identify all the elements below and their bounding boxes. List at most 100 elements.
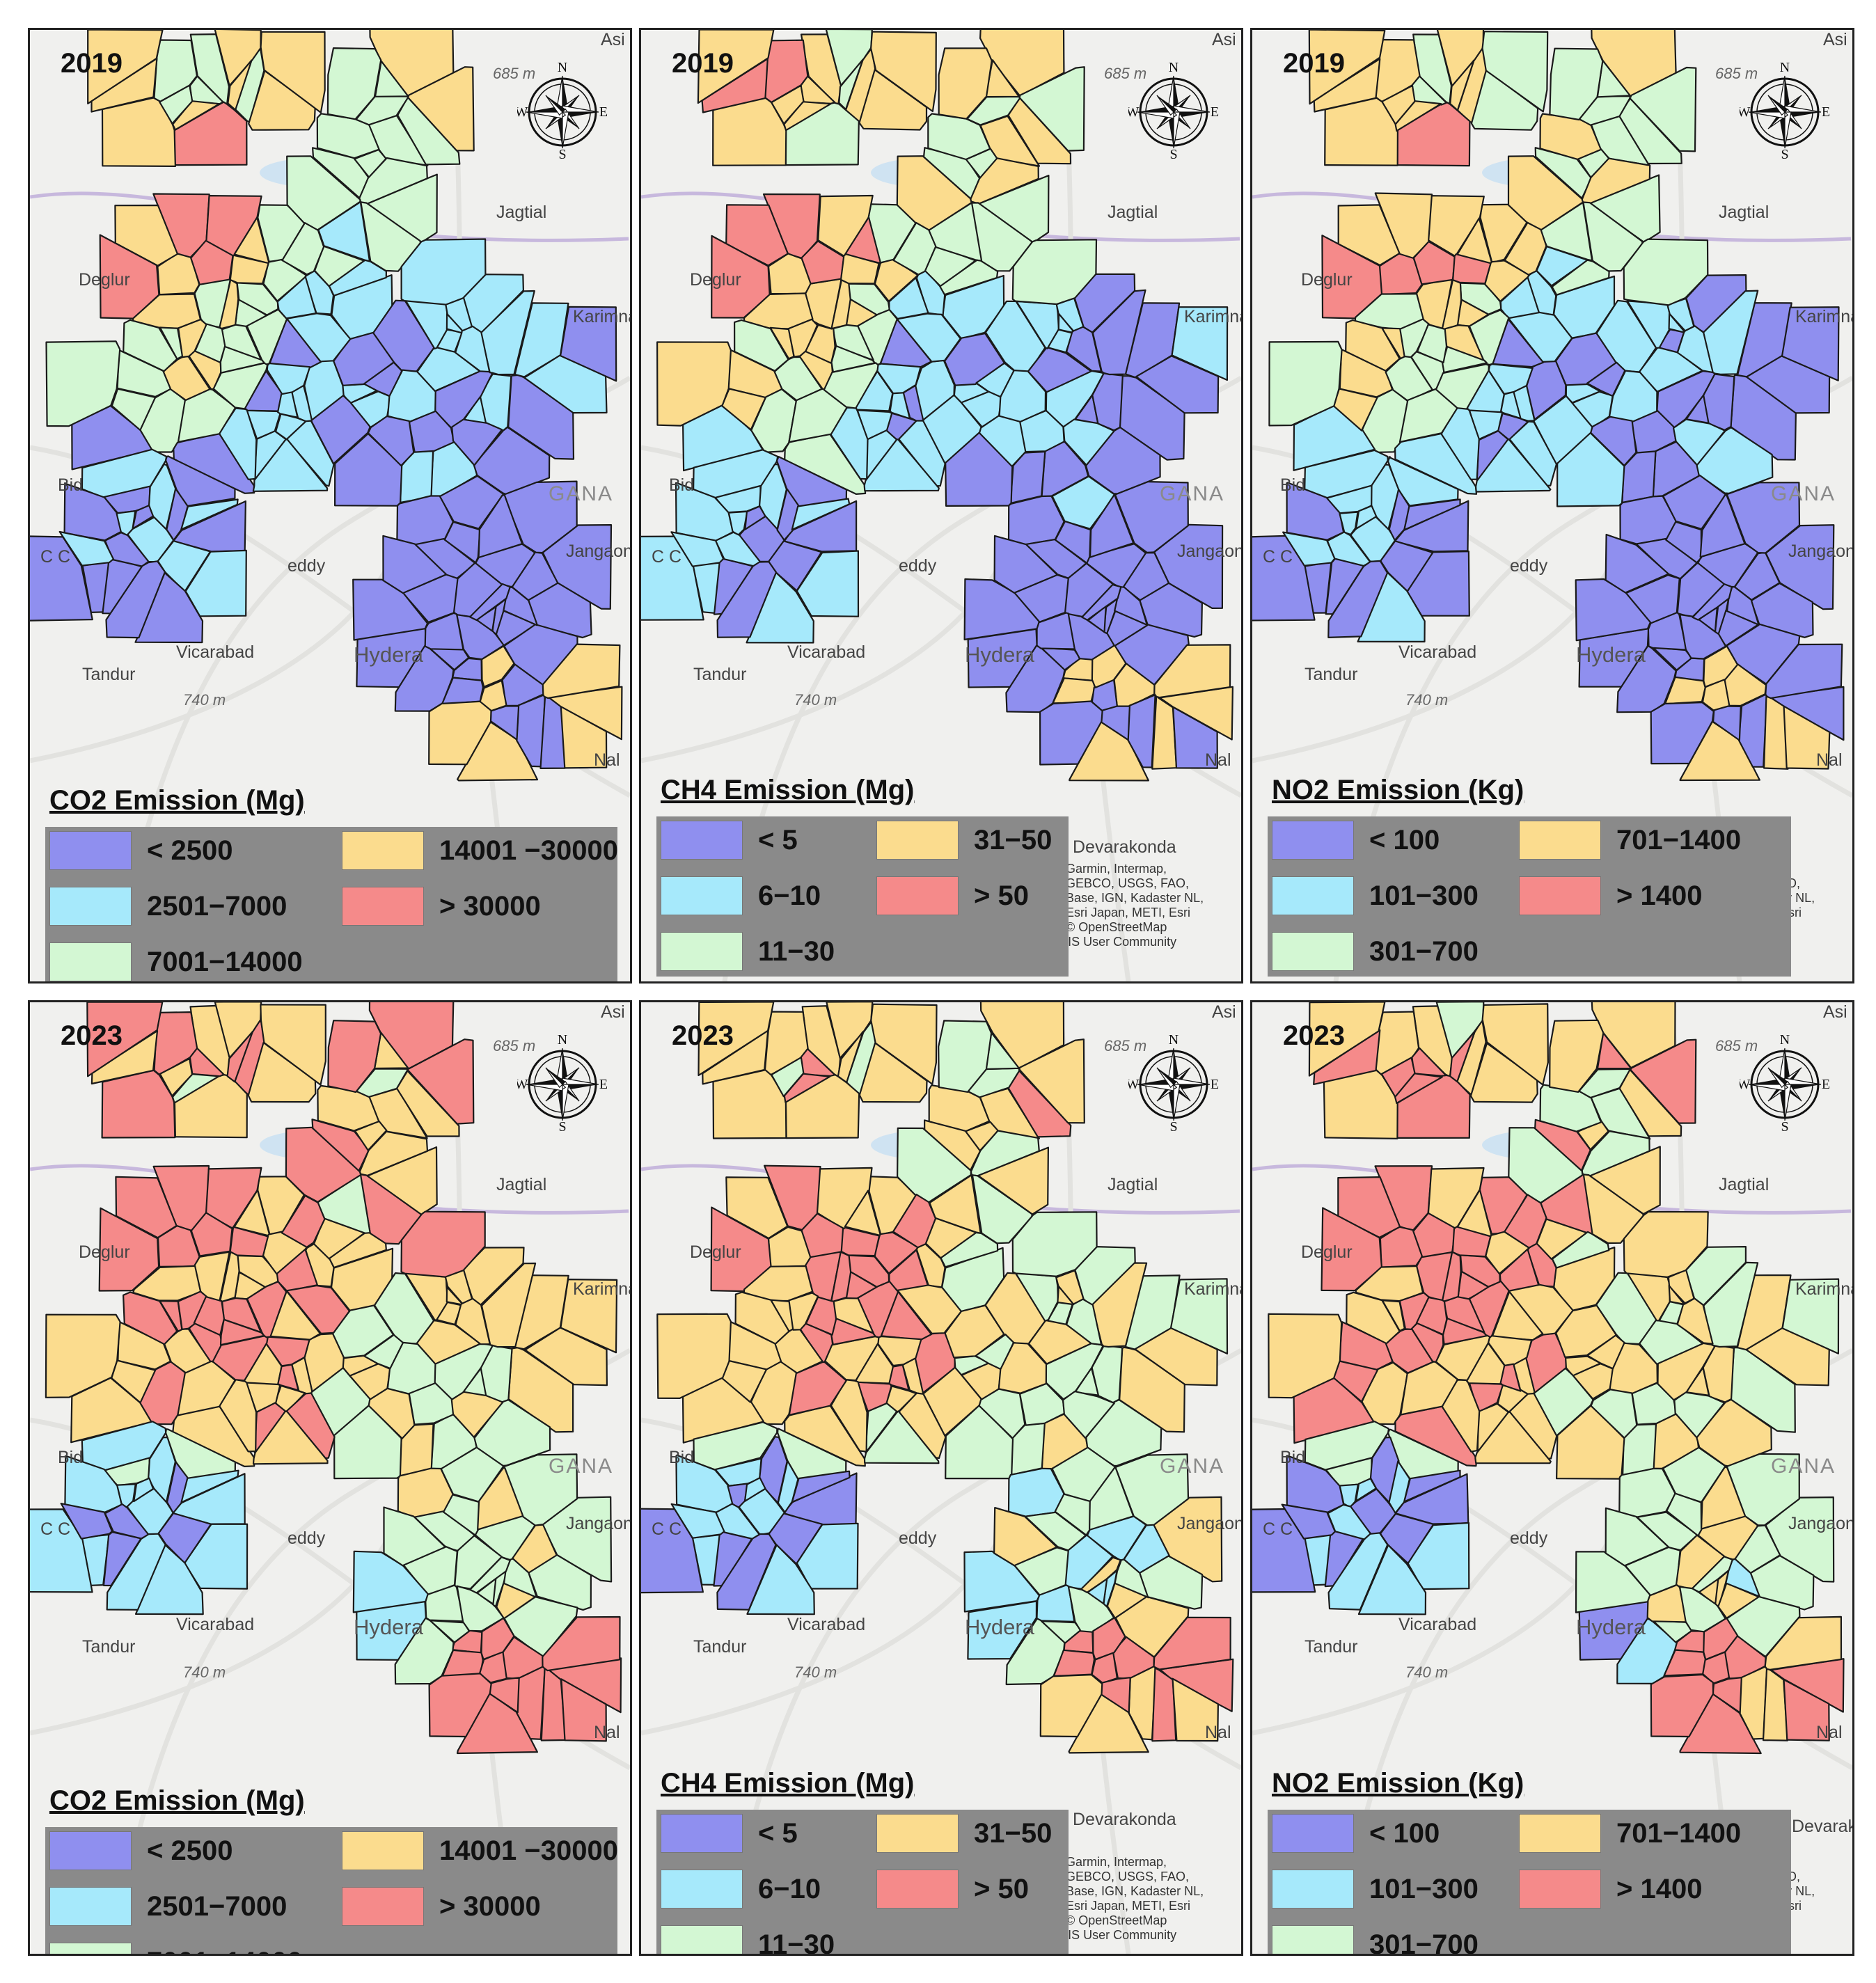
legend-class-label: > 30000 xyxy=(439,1891,541,1922)
legend-class-label: > 1400 xyxy=(1616,880,1703,911)
place-label-elev740: 740 m xyxy=(794,691,837,709)
district-polygon xyxy=(1712,705,1742,741)
map-panel-2023-ch4: 2023 Jagtial Deglur Karimna Bid GANA Jangaon ed… xyxy=(639,1000,1243,1956)
legend-box: < 2500 2501−7000 7001−14000 14001 −30000 > 3… xyxy=(45,827,618,981)
svg-text:S: S xyxy=(1169,1119,1177,1135)
place-label-hyderabad: Hydera xyxy=(354,1615,423,1639)
svg-text:N: N xyxy=(1169,1032,1179,1048)
district-polygon xyxy=(180,1469,239,1503)
district-polygons xyxy=(30,30,623,782)
place-label-hyderabad: Hydera xyxy=(965,642,1034,667)
place-label-cc: C C xyxy=(40,1519,71,1539)
map-panel-2023-co2: 2023 Jagtial Deglur Karimna Bid GANA Jangaon ed… xyxy=(28,1000,632,1956)
district-polygon xyxy=(993,1506,1058,1567)
district-polygon xyxy=(1500,390,1522,420)
district-polygon xyxy=(1487,1335,1533,1366)
district-polygon xyxy=(1666,1492,1703,1537)
basemap-attribution: GEBCO, USGS, FAO, xyxy=(1066,876,1190,890)
north-arrow-icon: N S E W xyxy=(1126,58,1220,162)
district-polygon xyxy=(1089,493,1135,558)
district-polygon xyxy=(478,494,523,559)
district-polygon xyxy=(1507,155,1584,231)
legend-swatch xyxy=(661,1814,743,1853)
map-panel-2019-co2: 2019 Jagtial Deglur Karimna Bid GANA Jangaon ed… xyxy=(28,28,632,983)
place-label-devarakonda: Devarakonda xyxy=(1073,837,1176,857)
district-polygon xyxy=(1451,253,1492,285)
district-polygon xyxy=(1623,1210,1709,1278)
district-polygon xyxy=(858,69,928,131)
legend-class-label: 14001 −30000 xyxy=(439,835,618,866)
district-polygon xyxy=(830,345,876,373)
district-polygon xyxy=(805,1296,837,1336)
district-polygon xyxy=(1605,533,1670,594)
district-polygon xyxy=(805,324,836,364)
svg-text:E: E xyxy=(599,1077,608,1092)
district-polygon xyxy=(400,238,487,306)
district-polygon xyxy=(1700,1466,1747,1530)
legend-swatch xyxy=(876,1870,959,1909)
basemap-attribution: © OpenStreetMap xyxy=(1066,1913,1167,1927)
svg-text:E: E xyxy=(599,104,608,120)
legend-class-label: 301−700 xyxy=(1369,1929,1479,1956)
legend-title: NO2 Emission (Kg) xyxy=(1272,1768,1524,1799)
place-label-bidar: Bid xyxy=(58,1448,84,1467)
place-label-vicarabad: Vicarabad xyxy=(176,1615,255,1634)
legend-class-label: > 50 xyxy=(974,1874,1029,1904)
svg-text:W: W xyxy=(517,1077,528,1092)
district-polygon xyxy=(1539,113,1602,160)
district-polygon xyxy=(286,155,361,231)
district-polygon xyxy=(559,306,617,382)
place-label-deglur: Deglur xyxy=(1301,270,1353,290)
district-polygon xyxy=(863,1410,940,1464)
district-polygon xyxy=(229,1226,269,1258)
place-label-telangana: GANA xyxy=(1160,482,1225,505)
legend-swatch xyxy=(1272,1870,1354,1909)
svg-text:N: N xyxy=(1169,60,1179,75)
district-polygon xyxy=(1676,325,1714,374)
district-polygon xyxy=(1381,84,1416,125)
district-polygon xyxy=(840,253,880,285)
legend-swatch xyxy=(876,821,959,860)
district-polygon xyxy=(1575,578,1652,642)
district-polygon xyxy=(326,47,382,120)
district-polygon xyxy=(260,1004,326,1086)
place-label-cc: C C xyxy=(652,547,682,567)
legend-title: CO2 Emission (Mg) xyxy=(49,1785,305,1816)
district-polygon xyxy=(892,1194,937,1249)
legend-swatch xyxy=(1519,1814,1601,1853)
place-label-jangaon: Jangaon xyxy=(1788,1514,1854,1533)
district-polygon xyxy=(281,222,325,276)
district-polygon xyxy=(468,583,511,622)
district-polygon xyxy=(1403,498,1461,531)
district-polygon xyxy=(1337,204,1401,267)
district-polygon xyxy=(542,643,621,700)
legend-class-label: < 2500 xyxy=(147,1835,233,1866)
district-polygon xyxy=(716,1533,777,1611)
legend-swatch xyxy=(49,887,132,926)
district-polygon xyxy=(1039,700,1103,766)
svg-text:S: S xyxy=(1781,147,1788,162)
district-polygon xyxy=(1673,1391,1726,1439)
legend-class-label: > 30000 xyxy=(439,891,541,922)
legend-class-label: < 5 xyxy=(758,1818,798,1849)
district-polygon xyxy=(317,1084,380,1132)
district-polygon xyxy=(1565,383,1601,404)
district-polygon xyxy=(1062,1390,1115,1439)
district-polygon xyxy=(1282,531,1336,567)
legend-class-label: 14001 −30000 xyxy=(439,1835,618,1866)
district-polygon xyxy=(1508,1127,1584,1204)
district-polygon xyxy=(1449,1030,1476,1083)
legend-class-label: 31−50 xyxy=(974,1818,1053,1849)
legend-class-label: 11−30 xyxy=(758,1929,835,1956)
district-polygon xyxy=(896,155,972,231)
district-polygon xyxy=(734,319,789,372)
place-label-sangareddy: eddy xyxy=(287,1528,326,1548)
district-polygon xyxy=(489,705,520,741)
legend-box: < 2500 2501−7000 7001−14000 14001 −30000 > 3… xyxy=(45,1827,618,1954)
district-polygon xyxy=(1781,306,1840,381)
district-polygon xyxy=(1011,1211,1098,1277)
district-polygon xyxy=(329,1232,387,1269)
place-label-tandur: Tandur xyxy=(1304,665,1358,684)
place-label-sangareddy: eddy xyxy=(899,556,937,576)
district-polygon xyxy=(938,47,993,120)
